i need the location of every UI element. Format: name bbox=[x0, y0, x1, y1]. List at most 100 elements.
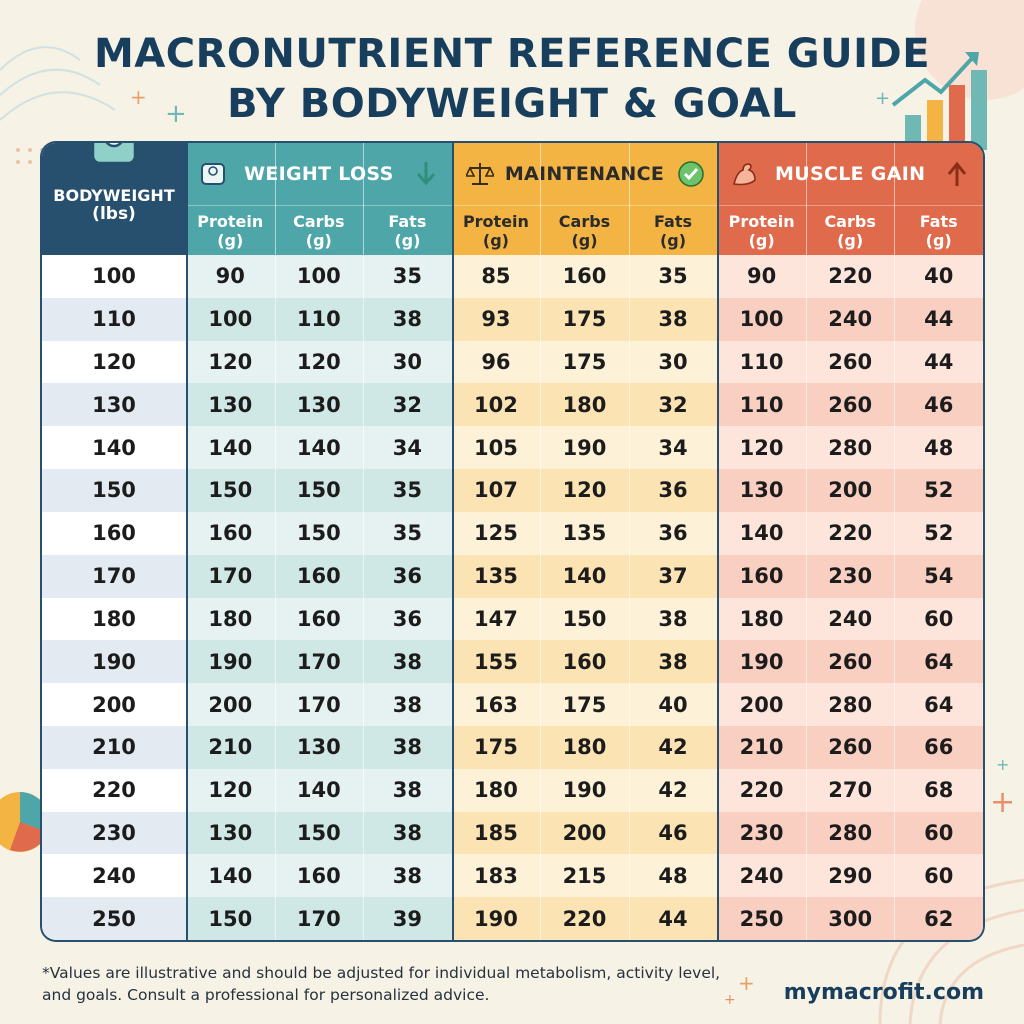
macro-cell: 220 bbox=[540, 897, 629, 940]
macro-cell: 38 bbox=[363, 640, 452, 684]
group-header-weight-loss: WEIGHT LOSS bbox=[186, 143, 452, 205]
macro-cell: 270 bbox=[805, 768, 895, 812]
column-divider bbox=[186, 143, 188, 940]
macro-cell: 290 bbox=[805, 854, 895, 898]
macro-cell: 140 bbox=[274, 768, 364, 812]
subheader-carbs: Carbs (g) bbox=[274, 205, 364, 255]
macro-cell: 125 bbox=[451, 511, 541, 555]
macro-cell: 150 bbox=[274, 811, 364, 855]
macro-cell: 35 bbox=[363, 255, 452, 298]
macro-cell: 42 bbox=[628, 768, 718, 812]
macro-cell: 150 bbox=[274, 511, 364, 555]
macro-cell: 100 bbox=[186, 297, 275, 341]
macro-cell: 38 bbox=[628, 297, 718, 341]
macro-cell: 210 bbox=[717, 725, 806, 769]
subheader-fats: Fats (g) bbox=[628, 205, 718, 255]
macro-cell: 38 bbox=[628, 597, 718, 641]
macro-cell: 260 bbox=[805, 725, 895, 769]
bodyweight-cell: 100 bbox=[42, 255, 186, 298]
subheader-protein: Protein (g) bbox=[451, 205, 541, 255]
macro-cell: 60 bbox=[894, 811, 983, 855]
macro-cell: 110 bbox=[717, 340, 806, 384]
macro-cell: 220 bbox=[717, 768, 806, 812]
macro-cell: 180 bbox=[540, 725, 629, 769]
macro-cell: 150 bbox=[274, 469, 364, 512]
macro-cell: 140 bbox=[274, 426, 364, 470]
brand-url[interactable]: mymacrofit.com bbox=[783, 980, 984, 1005]
subheader-fats: Fats (g) bbox=[363, 205, 452, 255]
footnote: *Values are illustrative and should be a… bbox=[42, 964, 721, 1004]
macro-cell: 35 bbox=[363, 511, 452, 555]
svg-text:+: + bbox=[990, 785, 1015, 820]
macro-cell: 120 bbox=[540, 469, 629, 512]
macro-cell: 38 bbox=[363, 725, 452, 769]
macro-cell: 160 bbox=[274, 854, 364, 898]
macro-cell: 120 bbox=[274, 340, 364, 384]
macro-cell: 260 bbox=[805, 340, 895, 384]
macro-cell: 130 bbox=[274, 725, 364, 769]
macro-cell: 52 bbox=[894, 511, 983, 555]
macro-cell: 102 bbox=[451, 383, 541, 427]
macro-cell: 300 bbox=[805, 897, 895, 940]
bodyweight-cell: 210 bbox=[42, 725, 186, 769]
down-arrow-icon bbox=[416, 162, 435, 186]
macro-cell: 170 bbox=[274, 640, 364, 684]
macro-cell: 280 bbox=[805, 683, 895, 726]
macro-cell: 240 bbox=[717, 854, 806, 898]
macro-cell: 140 bbox=[540, 554, 629, 598]
macro-cell: 150 bbox=[186, 469, 275, 512]
macro-cell: 60 bbox=[894, 597, 983, 641]
macro-cell: 120 bbox=[717, 426, 806, 470]
column-divider bbox=[894, 143, 896, 940]
macro-cell: 175 bbox=[540, 297, 629, 341]
subheader-protein: Protein (g) bbox=[186, 205, 275, 255]
group-header-maintenance: MAINTENANCE bbox=[451, 143, 718, 205]
macro-cell: 150 bbox=[540, 597, 629, 641]
column-divider bbox=[274, 143, 276, 940]
macro-cell: 160 bbox=[274, 554, 364, 598]
check-icon bbox=[678, 161, 705, 187]
macro-cell: 90 bbox=[717, 255, 806, 298]
balance-scale-icon bbox=[465, 163, 494, 185]
subheader-carbs: Carbs (g) bbox=[540, 205, 629, 255]
group-header-muscle-gain: MUSCLE GAIN bbox=[717, 143, 983, 205]
bodyweight-cell: 150 bbox=[42, 469, 186, 512]
macro-cell: 38 bbox=[363, 811, 452, 855]
bathroom-scale-icon bbox=[91, 143, 137, 165]
column-divider bbox=[805, 143, 807, 940]
macro-cell: 260 bbox=[805, 383, 895, 427]
macro-cell: 35 bbox=[628, 255, 718, 298]
subheader-carbs: Carbs (g) bbox=[805, 205, 895, 255]
bodyweight-cell: 130 bbox=[42, 383, 186, 427]
macro-cell: 170 bbox=[274, 897, 364, 940]
macro-cell: 190 bbox=[451, 897, 541, 940]
macro-cell: 160 bbox=[717, 554, 806, 598]
macro-cell: 60 bbox=[894, 854, 983, 898]
macro-cell: 147 bbox=[451, 597, 541, 641]
macro-cell: 39 bbox=[363, 897, 452, 940]
macro-cell: 210 bbox=[186, 725, 275, 769]
macro-cell: 190 bbox=[717, 640, 806, 684]
macro-cell: 180 bbox=[186, 597, 275, 641]
macro-cell: 105 bbox=[451, 426, 541, 470]
macro-cell: 48 bbox=[894, 426, 983, 470]
macro-cell: 66 bbox=[894, 725, 983, 769]
macro-cell: 200 bbox=[805, 469, 895, 512]
bodyweight-cell: 240 bbox=[42, 854, 186, 898]
macro-cell: 120 bbox=[186, 340, 275, 384]
bodyweight-header: BODYWEIGHT (lbs) bbox=[42, 143, 186, 255]
macro-cell: 230 bbox=[717, 811, 806, 855]
macro-cell: 135 bbox=[540, 511, 629, 555]
group-label: MUSCLE GAIN bbox=[775, 163, 926, 185]
macro-cell: 34 bbox=[628, 426, 718, 470]
macro-cell: 96 bbox=[451, 340, 541, 384]
bodyweight-cell: 120 bbox=[42, 340, 186, 384]
bodyweight-cell: 200 bbox=[42, 683, 186, 726]
column-divider bbox=[717, 143, 720, 940]
macro-cell: 38 bbox=[363, 768, 452, 812]
column-divider bbox=[540, 143, 542, 940]
macro-cell: 30 bbox=[628, 340, 718, 384]
svg-text:+: + bbox=[738, 971, 755, 995]
macro-cell: 140 bbox=[186, 854, 275, 898]
macro-cell: 35 bbox=[363, 469, 452, 512]
